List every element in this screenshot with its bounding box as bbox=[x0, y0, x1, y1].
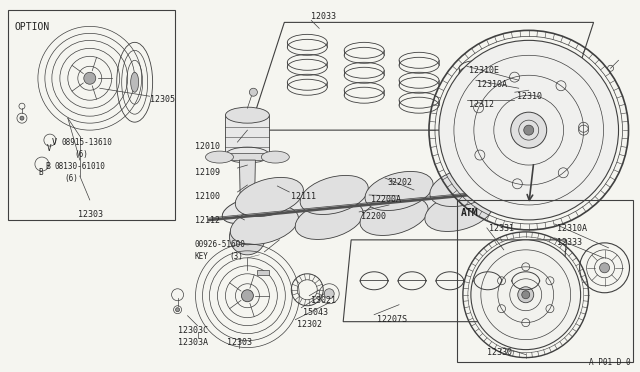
Text: 12331: 12331 bbox=[489, 224, 514, 233]
Text: 12305: 12305 bbox=[150, 95, 175, 104]
Text: 12303C: 12303C bbox=[177, 326, 207, 335]
Text: (6): (6) bbox=[65, 174, 79, 183]
Text: 12200: 12200 bbox=[361, 212, 386, 221]
Bar bbox=[8, 10, 175, 220]
Text: 12200A: 12200A bbox=[371, 195, 401, 204]
Polygon shape bbox=[236, 160, 259, 245]
Ellipse shape bbox=[417, 186, 471, 214]
Text: OPTION: OPTION bbox=[15, 22, 50, 32]
Text: 12010: 12010 bbox=[195, 142, 220, 151]
Text: B: B bbox=[45, 162, 50, 171]
Text: 12310: 12310 bbox=[516, 92, 542, 101]
Text: 12310E: 12310E bbox=[469, 66, 499, 75]
Text: (3): (3) bbox=[230, 252, 243, 261]
Circle shape bbox=[20, 116, 24, 120]
Text: B: B bbox=[38, 168, 42, 177]
Text: 12109: 12109 bbox=[195, 168, 220, 177]
Ellipse shape bbox=[131, 72, 139, 92]
Ellipse shape bbox=[261, 151, 289, 163]
Circle shape bbox=[230, 219, 266, 255]
Text: ATM: ATM bbox=[461, 208, 479, 218]
Text: 12310A: 12310A bbox=[557, 224, 587, 233]
Text: 32202: 32202 bbox=[387, 178, 412, 187]
Text: KEY: KEY bbox=[195, 252, 209, 261]
Polygon shape bbox=[257, 270, 269, 275]
Circle shape bbox=[243, 215, 252, 225]
Text: 08130-61010: 08130-61010 bbox=[55, 162, 106, 171]
Ellipse shape bbox=[295, 201, 364, 240]
Circle shape bbox=[518, 287, 534, 303]
Ellipse shape bbox=[205, 151, 234, 163]
Circle shape bbox=[511, 112, 547, 148]
Text: 12310A: 12310A bbox=[477, 80, 507, 89]
Ellipse shape bbox=[300, 176, 368, 215]
Text: 12312: 12312 bbox=[469, 100, 494, 109]
Circle shape bbox=[245, 218, 250, 222]
Ellipse shape bbox=[352, 190, 406, 218]
Text: 12333: 12333 bbox=[557, 238, 582, 247]
Circle shape bbox=[250, 88, 257, 96]
Text: 08915-13610: 08915-13610 bbox=[62, 138, 113, 147]
Ellipse shape bbox=[222, 196, 276, 224]
Circle shape bbox=[524, 125, 534, 135]
Ellipse shape bbox=[430, 167, 498, 206]
Text: 12207S: 12207S bbox=[377, 315, 407, 324]
Circle shape bbox=[241, 290, 253, 302]
Ellipse shape bbox=[282, 194, 337, 222]
Text: 12100: 12100 bbox=[195, 192, 220, 201]
Circle shape bbox=[600, 263, 609, 273]
Text: 13021: 13021 bbox=[311, 296, 336, 305]
Text: 00926-51600: 00926-51600 bbox=[195, 240, 245, 249]
Text: 15043: 15043 bbox=[303, 308, 328, 317]
Polygon shape bbox=[225, 115, 269, 155]
Ellipse shape bbox=[425, 192, 493, 231]
Polygon shape bbox=[220, 153, 275, 160]
Text: 12111: 12111 bbox=[291, 192, 316, 201]
Bar bbox=[457, 200, 634, 362]
Text: A P01 D 0: A P01 D 0 bbox=[589, 357, 630, 366]
Text: V: V bbox=[47, 144, 51, 153]
Text: 12303: 12303 bbox=[78, 210, 103, 219]
Ellipse shape bbox=[482, 182, 536, 209]
Text: 12330: 12330 bbox=[487, 347, 512, 357]
Ellipse shape bbox=[225, 107, 269, 123]
Circle shape bbox=[501, 189, 507, 195]
Circle shape bbox=[175, 308, 180, 312]
Ellipse shape bbox=[230, 205, 298, 244]
Ellipse shape bbox=[236, 177, 303, 217]
Ellipse shape bbox=[360, 196, 428, 235]
Text: 12033: 12033 bbox=[311, 12, 336, 22]
Text: 12302: 12302 bbox=[298, 320, 323, 329]
Circle shape bbox=[324, 289, 334, 299]
Circle shape bbox=[522, 291, 530, 299]
Text: 12303: 12303 bbox=[227, 338, 252, 347]
Text: V: V bbox=[52, 138, 57, 147]
Text: 12303A: 12303A bbox=[177, 338, 207, 347]
Circle shape bbox=[84, 72, 96, 84]
Circle shape bbox=[439, 40, 618, 220]
Circle shape bbox=[471, 240, 580, 350]
Text: (6): (6) bbox=[75, 150, 89, 159]
Ellipse shape bbox=[365, 171, 433, 211]
Text: 12112: 12112 bbox=[195, 216, 220, 225]
